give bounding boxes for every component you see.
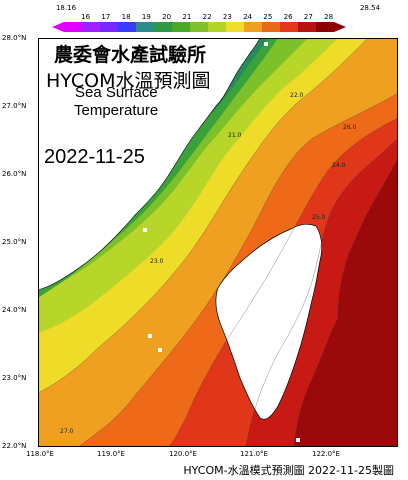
title-temperature: Temperature xyxy=(74,102,159,119)
contour-label: 23.0 xyxy=(150,258,164,265)
island-marker xyxy=(158,348,162,352)
colorbar-tick-label: 24 xyxy=(243,13,253,21)
colorbar-gradient xyxy=(52,22,346,32)
colorbar-segment xyxy=(208,22,227,32)
contour-label: 24.0 xyxy=(332,162,346,169)
island-marker xyxy=(264,42,268,46)
colorbar-tick-label: 26 xyxy=(283,13,293,21)
colorbar-tick-label: 27 xyxy=(303,13,313,21)
lat-label: 27.0°N xyxy=(2,102,27,110)
title-sea-surface: Sea Surface xyxy=(75,84,158,101)
colorbar-tick-label: 28 xyxy=(324,13,334,21)
forecast-date: 2022-11-25 xyxy=(44,146,145,168)
map-frame xyxy=(38,38,398,447)
lon-label: 119.0°E xyxy=(97,450,125,458)
lon-label: 118.0°E xyxy=(26,450,54,458)
colorbar-tick-label: 20 xyxy=(162,13,172,21)
colorbar-segment xyxy=(136,22,155,32)
colorbar-min-label: 18.16 xyxy=(55,4,77,12)
colorbar-segment xyxy=(172,22,191,32)
colorbar-tick-label: 25 xyxy=(263,13,273,21)
lon-label: 122.0°E xyxy=(312,450,340,458)
colorbar-segment xyxy=(262,22,281,32)
colorbar-segment xyxy=(190,22,209,32)
lat-label: 22.0°N xyxy=(2,442,27,450)
colorbar-tick-label: 18 xyxy=(121,13,131,21)
colorbar-max-label: 28.54 xyxy=(359,4,381,12)
colorbar-segment xyxy=(280,22,299,32)
lon-label: 120.0°E xyxy=(169,450,197,458)
island-marker xyxy=(143,228,147,232)
contour-label: 22.0 xyxy=(290,92,304,99)
colorbar-tick-label: 16 xyxy=(81,13,91,21)
contour-lines xyxy=(38,38,398,447)
colorbar-segment xyxy=(226,22,245,32)
lat-label: 23.0°N xyxy=(2,374,27,382)
lat-label: 25.0°N xyxy=(2,238,27,246)
lon-label: 121.0°E xyxy=(240,450,268,458)
colorbar-arrow-right xyxy=(334,22,346,32)
island-marker xyxy=(148,334,152,338)
colorbar-tick-label: 19 xyxy=(141,13,151,21)
colorbar-segment xyxy=(100,22,119,32)
colorbar-segment xyxy=(316,22,335,32)
china-mainland xyxy=(38,38,261,291)
lat-label: 24.0°N xyxy=(2,306,27,314)
colorbar-segment xyxy=(64,22,83,32)
colorbar-tick-label: 22 xyxy=(202,13,212,21)
colorbar-tick-label: 17 xyxy=(101,13,111,21)
colorbar-segment xyxy=(82,22,101,32)
colorbar-tick-label: 21 xyxy=(182,13,192,21)
colorbar-segment xyxy=(118,22,137,32)
contour-label: 27.0 xyxy=(60,428,74,435)
sst-map xyxy=(38,38,398,447)
colorbar-segment xyxy=(244,22,263,32)
footer-caption: HYCOM-水溫模式預測圖 2022-11-25製圖 xyxy=(183,464,394,477)
title-institute: 農委會水產試驗所 xyxy=(54,44,207,66)
colorbar-tick-label: 23 xyxy=(222,13,232,21)
colorbar-arrow-left xyxy=(52,22,64,32)
lat-label: 28.0°N xyxy=(2,34,27,42)
island-marker xyxy=(296,438,300,442)
contour-label: 26.0 xyxy=(343,124,357,131)
contour-label: 21.0 xyxy=(228,132,242,139)
contour-label: 25.0 xyxy=(312,214,326,221)
colorbar-segment xyxy=(298,22,317,32)
lat-label: 26.0°N xyxy=(2,170,27,178)
colorbar-segment xyxy=(154,22,173,32)
island-marker xyxy=(162,148,166,152)
title-hycom: HYCOM水溫預測圖 xyxy=(46,70,211,92)
